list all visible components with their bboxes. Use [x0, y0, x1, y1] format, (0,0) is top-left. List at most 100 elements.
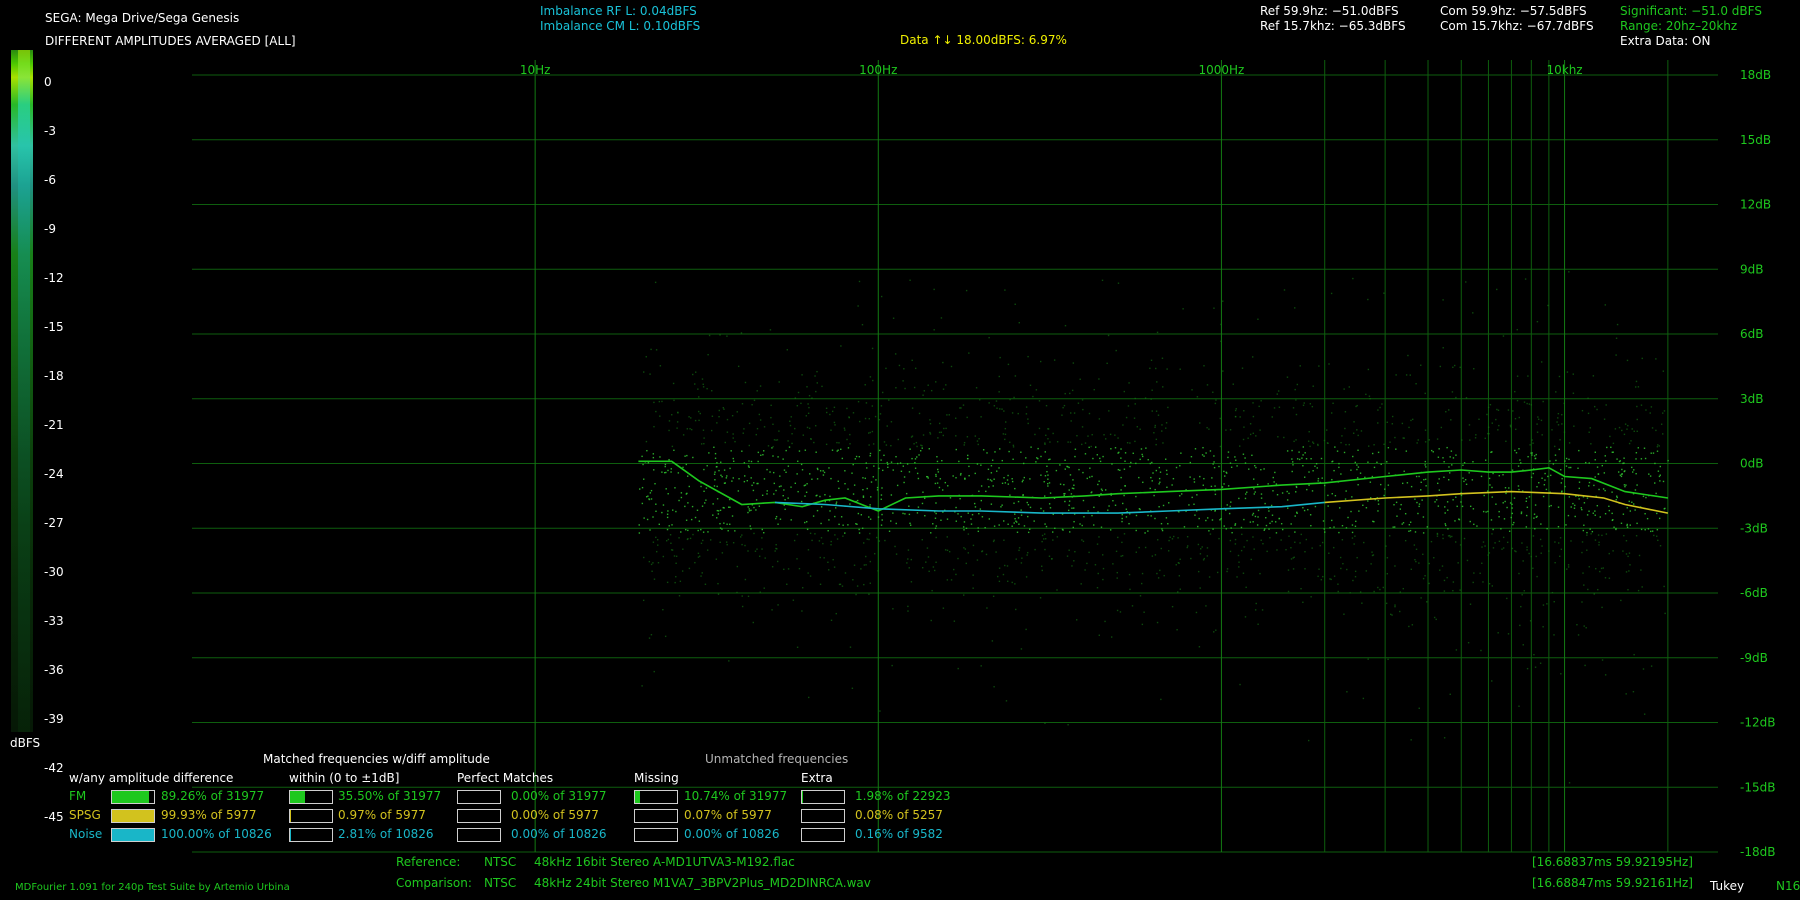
scatter-point [978, 512, 980, 515]
scatter-point [1495, 503, 1497, 505]
scatter-point [940, 317, 943, 319]
scatter-point [1144, 546, 1147, 549]
scatter-point [1481, 546, 1483, 548]
scatter-point [1512, 410, 1514, 412]
scatter-point [714, 452, 717, 455]
scatter-point [1357, 449, 1359, 451]
scatter-point [1513, 521, 1515, 524]
scatter-point [1572, 502, 1574, 505]
scatter-point [1048, 458, 1050, 461]
scatter-point [1043, 481, 1045, 483]
scatter-point [1585, 627, 1587, 629]
scatter-point [1298, 458, 1301, 461]
stats-bar-extra [801, 809, 845, 823]
scatter-point [1056, 589, 1058, 591]
scatter-point [1027, 531, 1030, 534]
scatter-point [1428, 562, 1431, 565]
scatter-point [1596, 504, 1599, 507]
scatter-point [800, 500, 803, 503]
scatter-point [1520, 511, 1523, 513]
scatter-point [1054, 527, 1056, 529]
scatter-point [1149, 487, 1151, 490]
scatter-point [963, 521, 966, 523]
scatter-point [1559, 439, 1561, 441]
scatter-point [1517, 485, 1520, 487]
scatter-point [1428, 582, 1430, 585]
scatter-point [1152, 472, 1154, 474]
scatter-point [1258, 405, 1260, 408]
scatter-point [1276, 494, 1279, 496]
scatter-point [1211, 519, 1214, 521]
scatter-point [715, 466, 718, 468]
scatter-point [1401, 482, 1404, 485]
scatter-point [1623, 484, 1626, 486]
scatter-point [1090, 445, 1092, 448]
scatter-point [1330, 412, 1333, 414]
scatter-point [934, 517, 937, 519]
scatter-point [940, 519, 942, 521]
scatter-point [1353, 421, 1355, 423]
scatter-point [1135, 514, 1138, 517]
scatter-point [1290, 547, 1292, 549]
scatter-point [1263, 468, 1265, 470]
scatter-point [1518, 488, 1520, 491]
scatter-point [1594, 476, 1596, 478]
scatter-point [785, 449, 787, 452]
scatter-point [767, 445, 770, 447]
scatter-point [1414, 531, 1417, 533]
scatter-point [1597, 588, 1599, 591]
scatter-point [844, 470, 846, 472]
scatter-point [923, 497, 926, 500]
scatter-point [1087, 435, 1089, 437]
scatter-point [977, 527, 979, 529]
scatter-point [723, 408, 725, 410]
scatter-point [865, 402, 868, 404]
scatter-point [1040, 474, 1042, 476]
scatter-point [900, 470, 903, 473]
scatter-point [1015, 521, 1018, 523]
scatter-point [873, 552, 876, 555]
scatter-point [1229, 539, 1232, 542]
scatter-point [1018, 321, 1020, 324]
scatter-point [1536, 515, 1538, 518]
scatter-point [1311, 405, 1314, 408]
scatter-point [1140, 448, 1143, 450]
scatter-point [1604, 455, 1606, 457]
scatter-point [716, 509, 719, 512]
scatter-point [862, 496, 865, 498]
scatter-point [1502, 502, 1504, 504]
scatter-point [1134, 403, 1136, 405]
scatter-point [1226, 568, 1229, 570]
scatter-point [1044, 548, 1046, 551]
scatter-point [1608, 552, 1610, 555]
scatter-point [1209, 533, 1212, 535]
scatter-point [866, 467, 868, 469]
scatter-point [1331, 478, 1333, 481]
scatter-point [830, 477, 832, 480]
scatter-point [1291, 458, 1293, 460]
scatter-point [1551, 591, 1554, 594]
scatter-point [993, 525, 996, 527]
scatter-point [957, 513, 959, 515]
scatter-point [1027, 551, 1029, 554]
scatter-point [1253, 487, 1255, 490]
scatter-point [807, 572, 809, 574]
scatter-point [834, 515, 836, 518]
scatter-point [840, 448, 842, 450]
scatter-point [828, 499, 831, 502]
scatter-point [894, 353, 897, 355]
scatter-point [1045, 434, 1047, 437]
stats-bar-fill [112, 810, 154, 822]
scatter-point [1307, 508, 1309, 511]
scatter-point [1585, 461, 1587, 464]
scatter-point [1249, 521, 1252, 523]
scatter-point [1219, 519, 1221, 521]
scatter-point [1449, 534, 1451, 537]
scatter-point [1138, 546, 1140, 549]
scatter-point [1285, 548, 1287, 551]
scatter-point [808, 406, 810, 409]
scatter-point [1341, 524, 1344, 527]
scatter-point [1303, 402, 1305, 404]
scatter-point [978, 490, 980, 493]
scatter-point [1383, 443, 1385, 446]
